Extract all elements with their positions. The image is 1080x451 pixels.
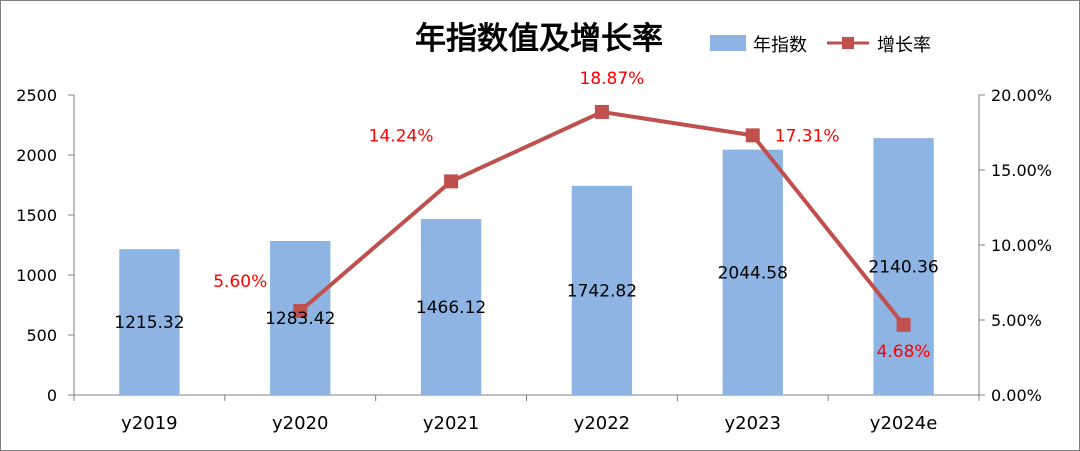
bar-data-label: 2140.36 — [868, 258, 938, 278]
y-right-tick-label: 0.00% — [991, 386, 1042, 405]
legend-bar-swatch — [710, 35, 746, 51]
y-left-tick-label: 0 — [47, 386, 57, 405]
legend: 年指数 增长率 — [710, 35, 931, 56]
legend-line-marker — [842, 37, 854, 49]
bar — [119, 249, 180, 395]
y-right-tick-label: 20.00% — [991, 86, 1052, 105]
bar-data-label: 1466.12 — [416, 298, 486, 318]
bar — [722, 149, 783, 395]
growth-marker — [594, 104, 609, 119]
growth-marker — [444, 174, 459, 189]
y-left-tick-label: 500 — [26, 326, 57, 345]
x-tick-label: y2020 — [272, 413, 328, 434]
bars — [119, 138, 934, 395]
y-right-tick-label: 5.00% — [991, 311, 1042, 330]
growth-marker — [745, 128, 760, 143]
growth-data-label: 17.31% — [775, 126, 840, 146]
bar-data-label: 1215.32 — [114, 313, 184, 333]
y-left-tick-label: 1000 — [16, 266, 57, 285]
growth-data-label: 4.68% — [877, 342, 931, 362]
y-left-tick-label: 2000 — [16, 146, 57, 165]
bar — [873, 138, 934, 395]
x-tick-label: y2023 — [725, 413, 781, 434]
data-labels: 1215.32 1283.42 1466.12 1742.82 2044.58 2140.… — [114, 69, 938, 362]
bar — [420, 219, 482, 395]
x-tick-label: y2019 — [121, 413, 177, 434]
bar — [571, 185, 633, 395]
growth-data-label: 14.24% — [369, 126, 434, 146]
y-left-tick-label: 1500 — [16, 206, 57, 225]
growth-line — [293, 104, 911, 332]
y-right-tick-label: 10.00% — [991, 236, 1052, 255]
y-right-tick-label: 15.00% — [991, 161, 1052, 180]
y-left-tick-label: 2500 — [16, 86, 57, 105]
x-tick-label: y2024e — [870, 413, 938, 434]
growth-data-label: 5.60% — [213, 272, 267, 292]
bar-data-label: 1742.82 — [567, 281, 637, 301]
bar-data-label: 2044.58 — [718, 263, 788, 283]
bar-data-label: 1283.42 — [265, 309, 335, 329]
chart-title: 年指数值及增长率 — [415, 21, 663, 57]
axes: 0 500 1000 1500 2000 2500 0.00% 5.00% 10.00% 15.0… — [16, 86, 1052, 434]
growth-marker — [293, 304, 308, 318]
legend-line-label: 增长率 — [877, 35, 931, 56]
legend-bar-label: 年指数 — [753, 35, 807, 56]
x-tick-label: y2021 — [423, 413, 479, 434]
x-tick-label: y2022 — [574, 413, 630, 434]
growth-marker — [896, 317, 911, 332]
growth-data-label: 18.87% — [580, 69, 645, 89]
